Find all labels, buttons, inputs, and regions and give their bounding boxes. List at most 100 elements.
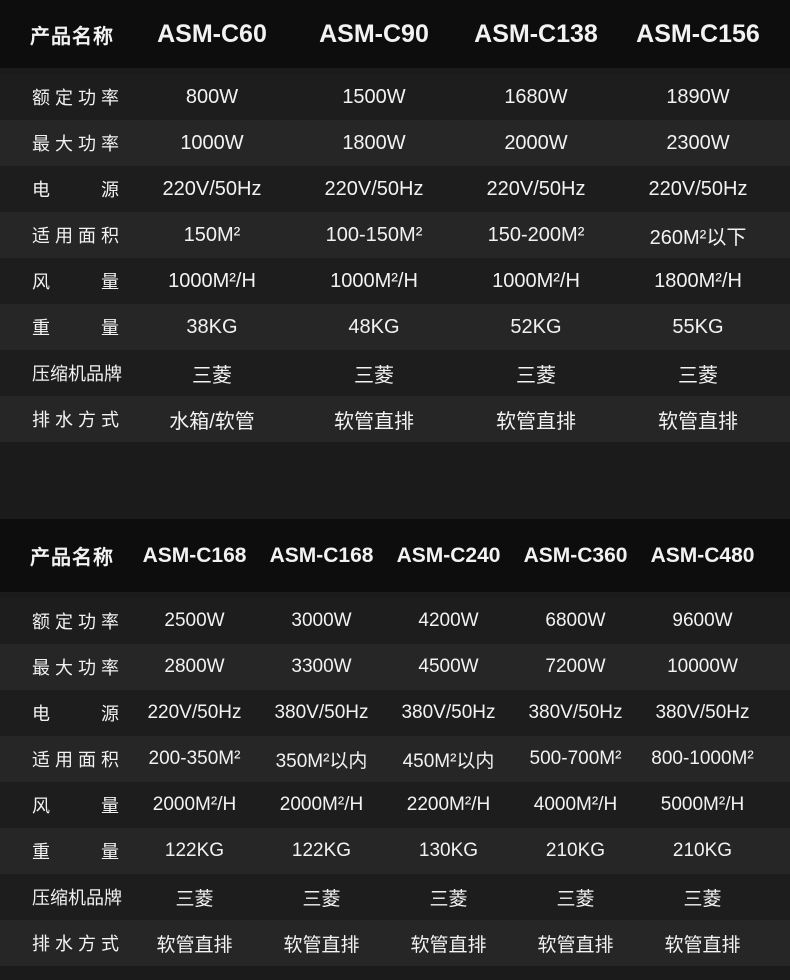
row-label: 重 量 [32,842,124,862]
table-cell: 2000W [504,131,568,154]
table-cell: 1000M²/H [168,269,256,292]
table-cell: 三菱 [429,888,468,910]
model-name: ASM-C480 [650,543,755,567]
spec-table-2: 产品名称 ASM-C168 ASM-C168 ASM-C240 ASM-C360 ASM-… [0,519,790,966]
table-cell: 800W [185,85,239,108]
table-row: 电 源 220V/50Hz 220V/50Hz 220V/50Hz 220V/50Hz [0,166,790,212]
table-cell: 三菱 [683,888,722,910]
table-row: 最大功率 2800W 3300W 4500W 7200W 10000W [0,644,790,690]
table-cell: 130KG [418,840,479,861]
row-label: 电 源 [32,180,124,200]
table-row: 额定功率 800W 1500W 1680W 1890W [0,74,790,120]
table-cell: 2500W [164,610,225,631]
table-cell: 三菱 [175,888,214,910]
table-cell: 2800W [164,656,225,677]
table-row: 重 量 122KG 122KG 130KG 210KG 210KG [0,828,790,874]
row-label: 最大功率 [32,134,124,154]
table-cell: 三菱 [192,364,232,387]
table-cell: 48KG [348,315,400,338]
model-name: ASM-C240 [396,543,501,567]
model-name: ASM-C168 [269,543,374,567]
table-cell: 2300W [666,131,730,154]
table-cell: 800-1000M² [651,748,754,769]
row-label: 额定功率 [32,88,124,108]
table-row: 适用面积 150M² 100-150M² 150-200M² 260M²以下 [0,212,790,258]
table-cell: 260M²以下 [649,226,747,249]
table-cell: 软管直排 [156,934,233,956]
model-name: ASM-C60 [157,19,267,48]
table-cell: 三菱 [556,888,595,910]
table-row: 额定功率 2500W 3000W 4200W 6800W 9600W [0,598,790,644]
table-cell: 500-700M² [529,748,622,769]
row-label: 额定功率 [32,612,124,632]
table-cell: 软管直排 [410,934,487,956]
table-cell: 100-150M² [325,223,423,246]
table-cell: 6800W [545,610,606,631]
table-cell: 220V/50Hz [486,177,586,200]
table-cell: 122KG [164,840,225,861]
table-cell: 150-200M² [487,223,585,246]
table-row: 排水方式 水箱/软管 软管直排 软管直排 软管直排 [0,396,790,442]
table-cell: 软管直排 [496,410,576,433]
table-cell: 450M²以内 [402,750,495,772]
table-cell: 220V/50Hz [147,702,242,723]
row-label: 适用面积 [32,226,124,246]
model-name: ASM-C90 [319,19,429,48]
table-cell: 10000W [667,656,738,677]
table-cell: 350M²以内 [275,750,368,772]
table-cell: 软管直排 [537,934,614,956]
table-cell: 380V/50Hz [655,702,750,723]
table-cell: 软管直排 [334,410,414,433]
table-cell: 三菱 [516,364,556,387]
table-cell: 1800W [342,131,406,154]
table-cell: 三菱 [678,364,718,387]
table-cell: 3300W [291,656,352,677]
table-cell: 210KG [545,840,606,861]
table-cell: 210KG [672,840,733,861]
table-row: 排水方式 软管直排 软管直排 软管直排 软管直排 软管直排 [0,920,790,966]
table-cell: 软管直排 [283,934,360,956]
header-label: 产品名称 [30,547,114,569]
table-cell: 三菱 [302,888,341,910]
table-cell: 55KG [672,315,724,338]
table-cell: 200-350M² [148,748,241,769]
table-row: 电 源 220V/50Hz 380V/50Hz 380V/50Hz 380V/50Hz 3… [0,690,790,736]
table-cell: 三菱 [354,364,394,387]
table-row: 适用面积 200-350M² 350M²以内 450M²以内 500-700M² 800-… [0,736,790,782]
table-row: 风 量 1000M²/H 1000M²/H 1000M²/H 1800M²/H [0,258,790,304]
table-header: 产品名称 ASM-C60 ASM-C90 ASM-C138 ASM-C156 [0,0,790,68]
table-cell: 1000M²/H [330,269,418,292]
model-name: ASM-C156 [636,19,760,48]
table-row: 风 量 2000M²/H 2000M²/H 2200M²/H 4000M²/H 5000M… [0,782,790,828]
model-name: ASM-C168 [142,543,247,567]
table-cell: 220V/50Hz [648,177,748,200]
table-cell: 380V/50Hz [528,702,623,723]
row-label: 压缩机品牌 [32,888,122,908]
model-name: ASM-C138 [474,19,598,48]
table-cell: 52KG [510,315,562,338]
row-label: 风 量 [32,796,124,816]
row-label: 电 源 [32,704,124,724]
table-cell: 4200W [418,610,479,631]
row-label: 压缩机品牌 [32,364,122,384]
table-cell: 380V/50Hz [401,702,496,723]
table-cell: 5000M²/H [660,794,745,815]
table-cell: 1000W [180,131,244,154]
table-cell: 4000M²/H [533,794,618,815]
table-cell: 水箱/软管 [169,410,255,433]
row-label: 排水方式 [32,410,124,430]
table-cell: 220V/50Hz [324,177,424,200]
table-cell: 1680W [504,85,568,108]
row-label: 重 量 [32,318,124,338]
header-label: 产品名称 [30,25,114,48]
table-cell: 1800M²/H [654,269,742,292]
table-cell: 1890W [666,85,730,108]
table-cell: 3000W [291,610,352,631]
table-cell: 2000M²/H [279,794,364,815]
table-row: 压缩机品牌 三菱 三菱 三菱 三菱 [0,350,790,396]
table-cell: 1500W [342,85,406,108]
table-row: 压缩机品牌 三菱 三菱 三菱 三菱 三菱 [0,874,790,920]
table-cell: 7200W [545,656,606,677]
table-cell: 4500W [418,656,479,677]
table-row: 重 量 38KG 48KG 52KG 55KG [0,304,790,350]
